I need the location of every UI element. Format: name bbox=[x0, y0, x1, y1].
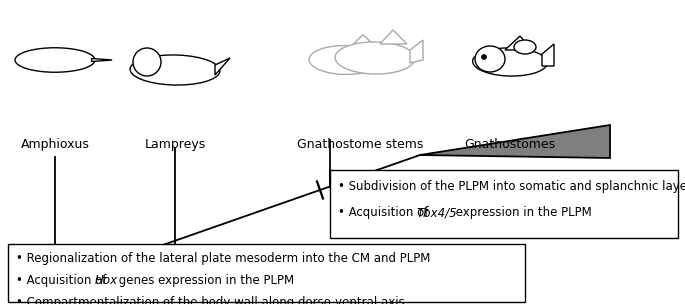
Text: Tbx4/5: Tbx4/5 bbox=[416, 206, 458, 219]
Ellipse shape bbox=[473, 48, 547, 76]
Text: Gnathostomes: Gnathostomes bbox=[464, 138, 556, 151]
Text: • Subdivision of the PLPM into somatic and splanchnic layers: • Subdivision of the PLPM into somatic a… bbox=[338, 180, 685, 193]
Text: Gnathostome stems: Gnathostome stems bbox=[297, 138, 423, 151]
Polygon shape bbox=[505, 36, 532, 50]
Ellipse shape bbox=[514, 40, 536, 54]
Ellipse shape bbox=[130, 55, 220, 85]
Ellipse shape bbox=[133, 48, 161, 76]
Polygon shape bbox=[380, 30, 407, 44]
Ellipse shape bbox=[15, 48, 95, 72]
Text: Lampreys: Lampreys bbox=[145, 138, 206, 151]
Ellipse shape bbox=[482, 54, 486, 60]
Ellipse shape bbox=[475, 46, 505, 72]
Polygon shape bbox=[92, 58, 112, 61]
Polygon shape bbox=[410, 40, 423, 63]
Text: Hox: Hox bbox=[95, 274, 118, 287]
Text: • Regionalization of the lateral plate mesoderm into the CM and PLPM: • Regionalization of the lateral plate m… bbox=[16, 252, 430, 265]
Text: expression in the PLPM: expression in the PLPM bbox=[452, 206, 592, 219]
Polygon shape bbox=[542, 44, 554, 66]
Polygon shape bbox=[215, 58, 230, 75]
Text: • Acquisition of: • Acquisition of bbox=[16, 274, 110, 287]
Ellipse shape bbox=[309, 46, 381, 74]
FancyBboxPatch shape bbox=[8, 244, 525, 302]
Polygon shape bbox=[350, 35, 377, 47]
Text: • Compartmentalization of the body wall along dorso-ventral axis: • Compartmentalization of the body wall … bbox=[16, 296, 405, 304]
Ellipse shape bbox=[335, 42, 415, 74]
Text: genes expression in the PLPM: genes expression in the PLPM bbox=[114, 274, 294, 287]
Text: Amphioxus: Amphioxus bbox=[21, 138, 90, 151]
Polygon shape bbox=[377, 42, 388, 65]
Text: • Acquisition of: • Acquisition of bbox=[338, 206, 432, 219]
FancyBboxPatch shape bbox=[330, 170, 678, 238]
Polygon shape bbox=[420, 125, 610, 158]
